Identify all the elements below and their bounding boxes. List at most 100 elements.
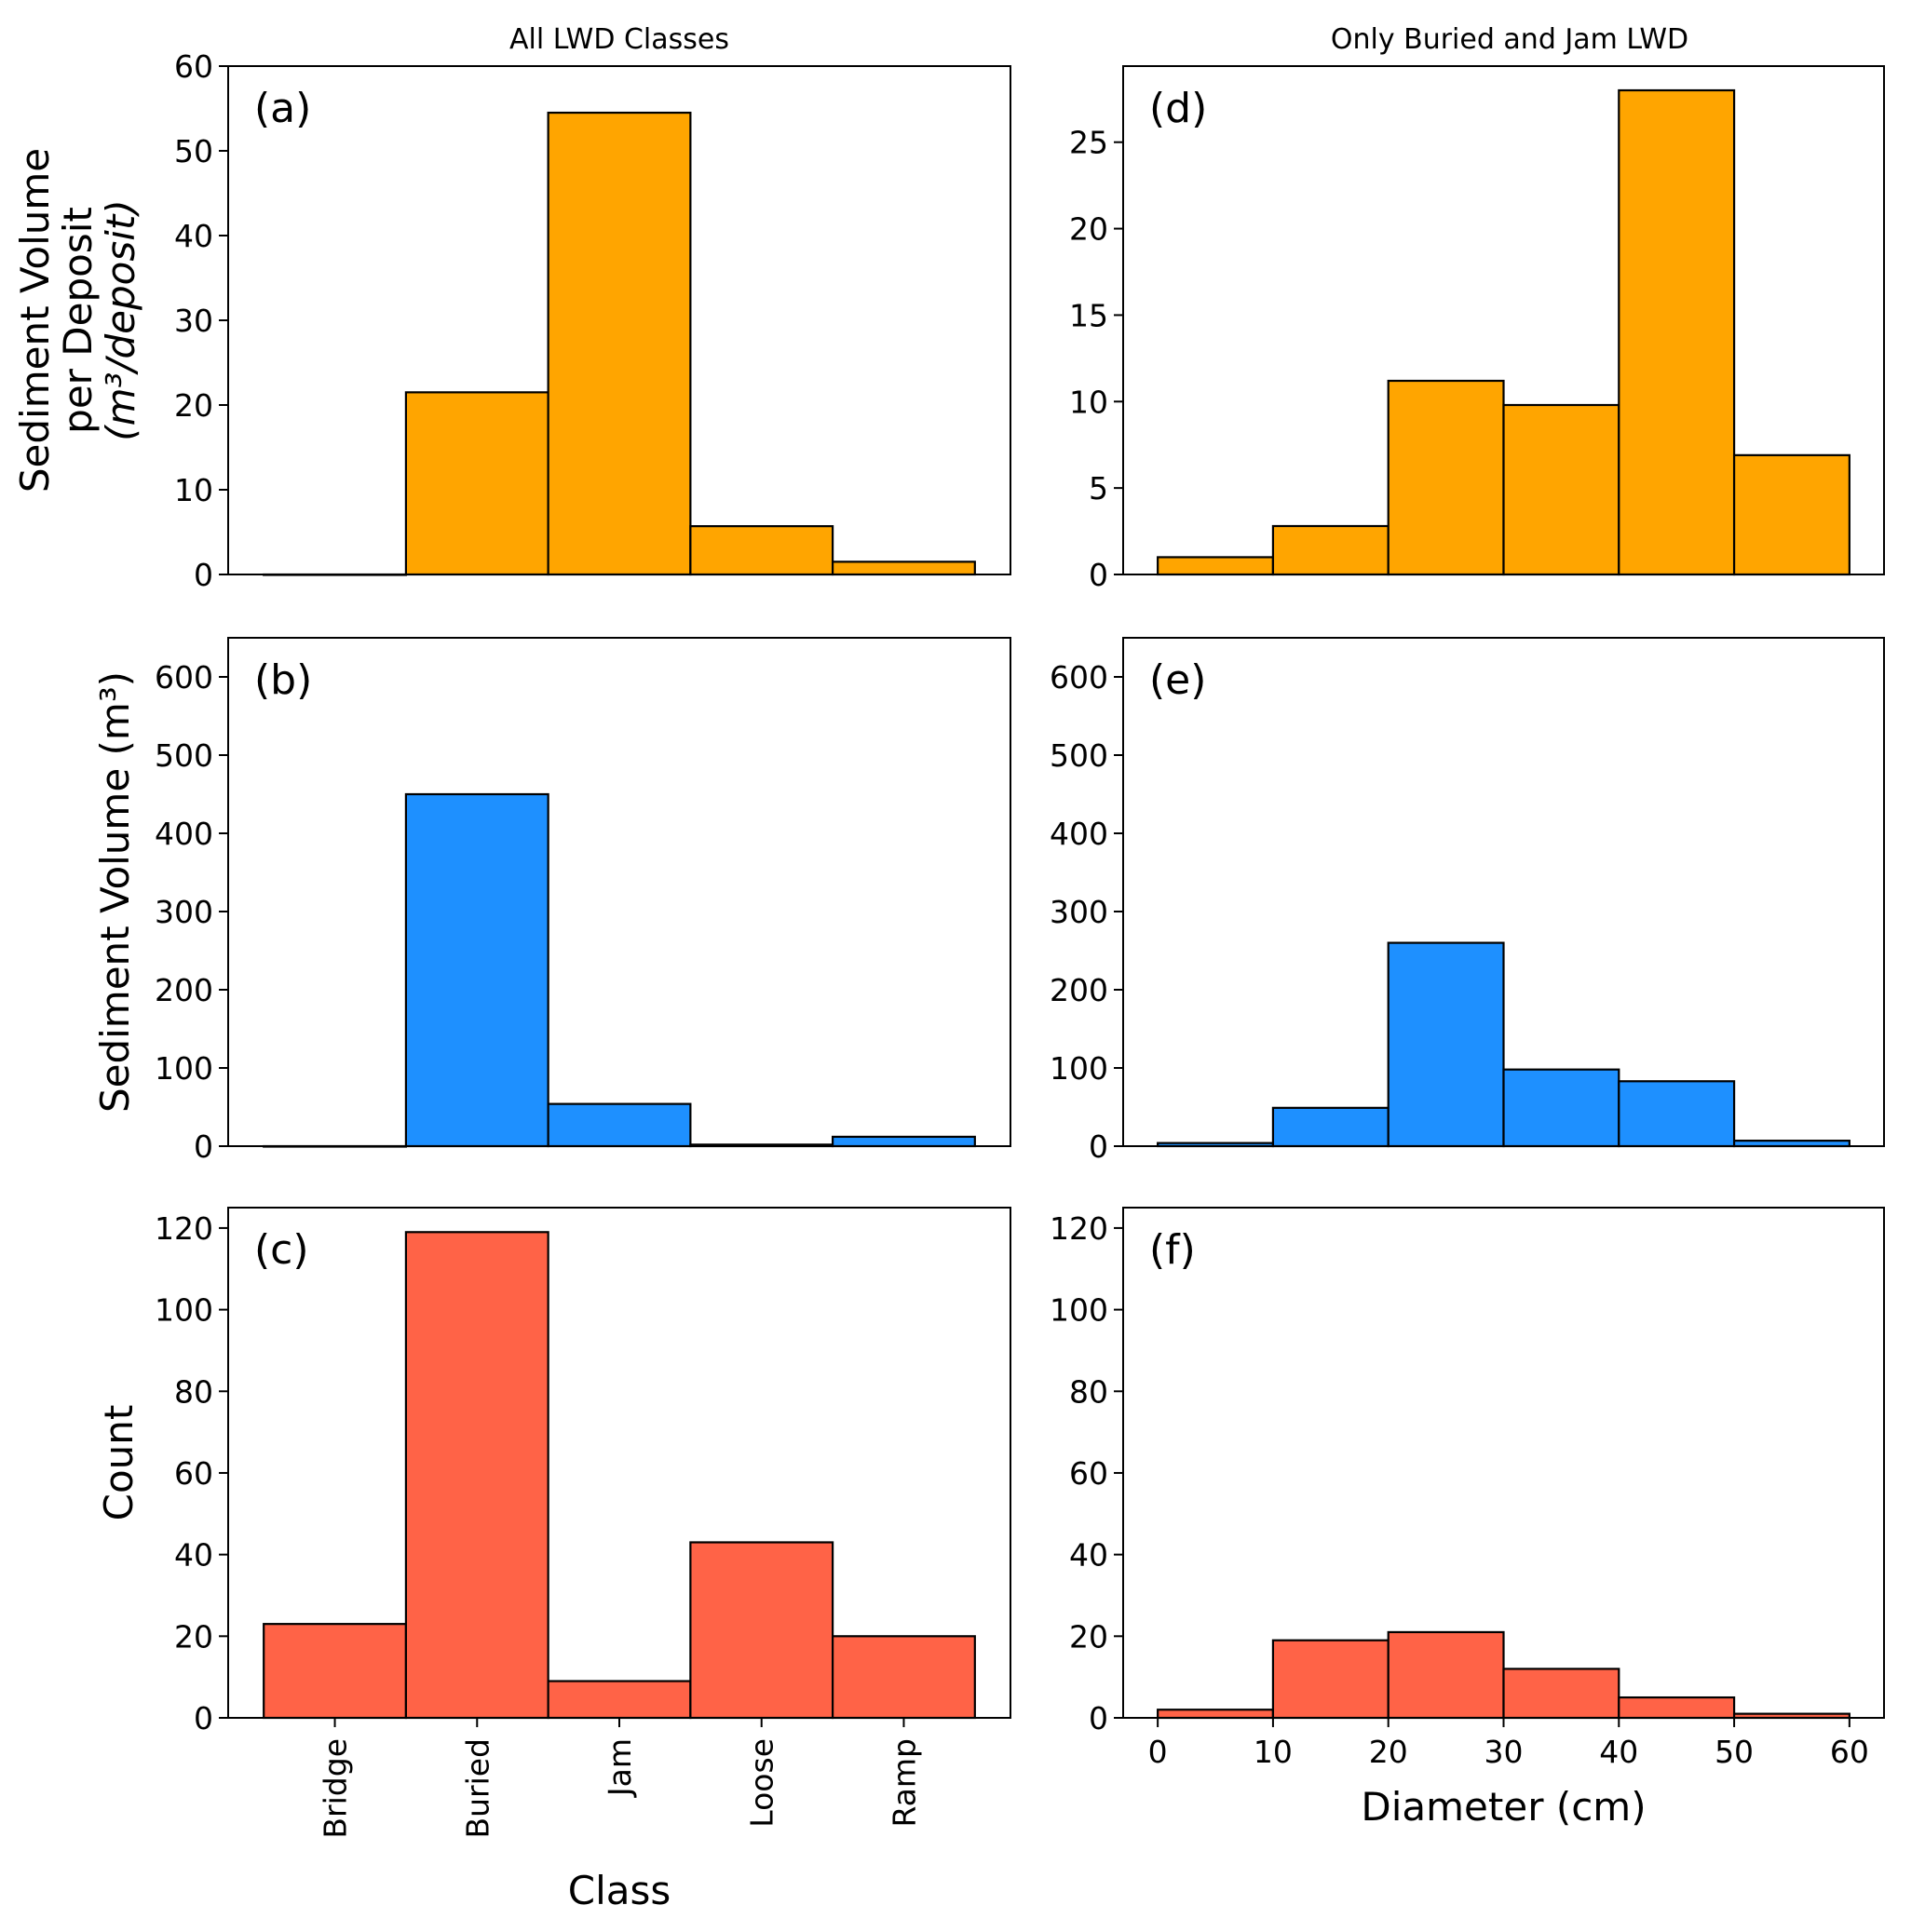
ytick-label-d-20: 20	[1069, 211, 1108, 248]
panel-label-c: (c)	[254, 1226, 309, 1274]
bar-d-20-30	[1387, 379, 1505, 576]
ylabel-a-line-0: Sediment Volume	[12, 148, 58, 493]
ytick-label-c-100: 100	[155, 1292, 213, 1329]
ytick-label-d-0: 0	[1089, 557, 1108, 593]
ytick-label-b-500: 500	[155, 737, 213, 774]
bar-a-loose	[689, 525, 834, 576]
ytick-label-f-40: 40	[1069, 1537, 1108, 1574]
xtick-label-c-buried: Buried	[459, 1738, 495, 1839]
ytick-label-d-5: 5	[1089, 470, 1108, 507]
ytick-label-e-0: 0	[1089, 1128, 1108, 1165]
xtick-label-f-30: 30	[1484, 1734, 1524, 1770]
ytick-label-f-80: 80	[1069, 1373, 1108, 1410]
panel-label-f: (f)	[1149, 1226, 1196, 1274]
ytick-label-f-0: 0	[1089, 1700, 1108, 1736]
ytick-label-a-10: 10	[174, 472, 213, 508]
bar-d-0-10	[1157, 556, 1275, 576]
axes-frame-b	[227, 637, 1011, 1147]
bar-c-buried	[404, 1231, 549, 1720]
xtick-label-c-ramp: Ramp	[886, 1738, 922, 1828]
xtick-label-c-loose: Loose	[744, 1738, 780, 1828]
xtick-label-f-50: 50	[1715, 1734, 1754, 1770]
ytick-label-d-10: 10	[1069, 384, 1108, 420]
ytick-label-d-25: 25	[1069, 125, 1108, 161]
bar-a-jam	[547, 111, 692, 576]
ytick-label-a-30: 30	[174, 303, 213, 339]
bar-c-ramp	[831, 1635, 976, 1720]
panel-e: 0 100 200 300 400 500 600 (e)	[1050, 637, 1885, 1165]
ytick-label-a-60: 60	[174, 48, 213, 85]
column-title-right: Only Buried and Jam LWD	[1331, 23, 1688, 56]
panel-label-b: (b)	[254, 656, 312, 704]
xtick-label-c-jam: Jam	[602, 1738, 638, 1798]
bar-d-40-50	[1618, 88, 1736, 576]
bar-f-0-10	[1157, 1709, 1275, 1720]
xlabel-c: Class	[568, 1868, 671, 1913]
ytick-label-f-100: 100	[1050, 1292, 1108, 1329]
bar-f-20-30	[1387, 1630, 1505, 1720]
bar-f-40-50	[1618, 1696, 1736, 1720]
xtick-label-f-20: 20	[1369, 1734, 1408, 1770]
bar-c-jam	[547, 1680, 692, 1720]
ytick-label-a-40: 40	[174, 218, 213, 254]
ytick-label-f-60: 60	[1069, 1455, 1108, 1492]
ytick-label-c-120: 120	[155, 1210, 213, 1247]
ytick-label-a-50: 50	[174, 133, 213, 169]
xlabel-f: Diameter (cm)	[1361, 1784, 1646, 1830]
ytick-label-a-20: 20	[174, 387, 213, 424]
panel-f: 0 20 40 60 80 100 120 0 10 20 30 40 50 60 Diameter (cm…	[1050, 1207, 1885, 1830]
ytick-label-b-600: 600	[155, 659, 213, 696]
ytick-label-b-300: 300	[155, 894, 213, 930]
xtick-label-c-bridge: Bridge	[318, 1738, 354, 1839]
bar-d-10-20	[1271, 524, 1390, 576]
bar-b-buried	[404, 792, 549, 1148]
xtick-label-f-0: 0	[1148, 1734, 1168, 1770]
axes-frame-e	[1122, 637, 1885, 1147]
panel-d: 0 5 10 15 20 25 (d)	[1069, 65, 1885, 593]
ytick-label-a-0: 0	[194, 557, 213, 593]
bar-b-jam	[547, 1102, 692, 1148]
ytick-label-b-100: 100	[155, 1050, 213, 1087]
bar-a-ramp	[831, 561, 976, 576]
bar-d-30-40	[1502, 403, 1620, 576]
ylabel-a-line-1: per Deposit	[55, 207, 101, 434]
ytick-label-e-400: 400	[1050, 816, 1108, 852]
bar-f-10-20	[1271, 1639, 1390, 1720]
ytick-label-c-40: 40	[174, 1537, 213, 1574]
ytick-label-f-20: 20	[1069, 1618, 1108, 1655]
xtick-label-f-40: 40	[1599, 1734, 1638, 1770]
ylabel-b-line-0: Sediment Volume (m³)	[92, 671, 138, 1113]
ytick-label-c-80: 80	[174, 1373, 213, 1410]
bar-e-30-40	[1502, 1068, 1620, 1148]
bar-b-ramp	[831, 1135, 976, 1148]
ytick-label-c-20: 20	[174, 1618, 213, 1655]
bar-d-50-60	[1732, 453, 1850, 576]
bar-e-40-50	[1618, 1080, 1736, 1148]
ytick-label-b-200: 200	[155, 972, 213, 1008]
ytick-label-e-600: 600	[1050, 659, 1108, 696]
ytick-label-b-400: 400	[155, 816, 213, 852]
bar-c-loose	[689, 1541, 834, 1720]
panel-c: 0 20 40 60 80 100 120 Bridge Buried Jam Loose Ramp C…	[96, 1207, 1011, 1913]
bar-e-10-20	[1271, 1106, 1390, 1148]
xtick-label-f-10: 10	[1254, 1734, 1293, 1770]
ytick-label-d-15: 15	[1069, 297, 1108, 333]
ytick-label-e-200: 200	[1050, 972, 1108, 1008]
xtick-label-f-60: 60	[1830, 1734, 1869, 1770]
ytick-label-f-120: 120	[1050, 1210, 1108, 1247]
ytick-label-c-60: 60	[174, 1455, 213, 1492]
panel-b: 0 100 200 300 400 500 600 Sediment Volume (m³) (…	[92, 637, 1011, 1165]
ytick-label-e-100: 100	[1050, 1050, 1108, 1087]
bar-f-30-40	[1502, 1668, 1620, 1720]
bar-c-bridge	[263, 1623, 408, 1720]
ytick-label-e-300: 300	[1050, 894, 1108, 930]
panel-label-a: (a)	[254, 85, 311, 132]
ylabel-a-line-2: (m³/deposit)	[98, 199, 143, 441]
bar-a-buried	[404, 391, 549, 576]
ytick-label-e-500: 500	[1050, 737, 1108, 774]
ytick-label-c-0: 0	[194, 1700, 213, 1736]
axes-frame-d	[1122, 65, 1885, 575]
